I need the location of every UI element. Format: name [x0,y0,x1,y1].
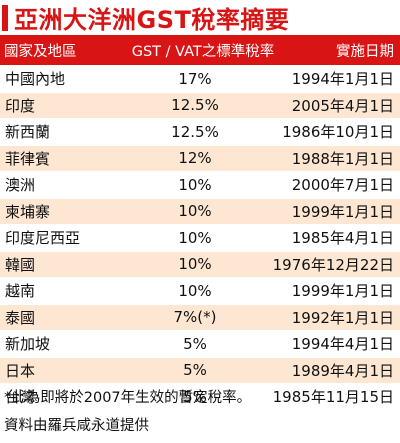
cell-region: 泰國 [5,308,36,327]
cell-rate: 17% [178,69,212,88]
table-row: 柬埔寨 10% 1999年1月1日 [0,198,400,225]
footnote: *此為即將於2007年生效的暫定稅率。 [4,390,252,406]
table-row: 越南 10% 1999年1月1日 [0,278,400,305]
cell-date: 1988年1月1日 [291,149,394,168]
table-row: 印度 12.5% 2005年4月1日 [0,92,400,119]
cell-date: 2000年7月1日 [291,176,394,195]
table-row: 日本 5% 1989年4月1日 [0,357,400,384]
page-title: 亞洲大洋洲GST稅率摘要 [14,6,290,34]
cell-date: 1986年10月1日 [282,123,394,142]
title-accent-bar [2,4,8,31]
cell-rate: 10% [178,202,212,221]
table-row: 韓國 10% 1976年12月22日 [0,251,400,278]
cell-region: 柬埔寨 [5,202,51,221]
tax-rate-table: 國家及地區 GST / VAT之標準稅率 實施日期 中國內地 17% 1994年1月… [0,35,400,411]
table-row: 菲律賓 12% 1988年1月1日 [0,145,400,172]
table-header-row: 國家及地區 GST / VAT之標準稅率 實施日期 [0,35,400,66]
table-row: 新西蘭 12.5% 1986年10月1日 [0,119,400,146]
table-row: 中國內地 17% 1994年1月1日 [0,66,400,93]
cell-region: 澳洲 [5,176,36,195]
cell-region: 菲律賓 [5,149,51,168]
cell-region: 新加坡 [5,335,51,354]
cell-date: 1989年4月1日 [291,361,394,380]
cell-region: 台灣 [5,388,36,407]
cell-region: 印度尼西亞 [5,229,81,248]
cell-rate: 12% [178,149,212,168]
cell-rate: 12.5% [171,96,219,115]
cell-rate: 5% [183,361,207,380]
cell-region: 越南 [5,282,36,301]
cell-date: 1994年1月1日 [291,70,394,89]
cell-date: 2005年4月1日 [291,96,394,115]
header-rate: GST / VAT之標準稅率 [131,43,275,60]
table-row: 澳洲 10% 2000年7月1日 [0,172,400,199]
cell-rate: 10% [178,255,212,274]
cell-date: 1999年1月1日 [291,202,394,221]
cell-rate: 7%(*) [173,308,217,327]
table-row: 泰國 7%(*) 1992年1月1日 [0,304,400,331]
cell-date: 1985年4月1日 [291,229,394,248]
cell-date: 1985年11月15日 [272,388,394,407]
title-bar: 亞洲大洋洲GST稅率摘要 [0,0,400,35]
table-row: 新加坡 5% 1994年4月1日 [0,331,400,358]
cell-date: 1999年1月1日 [291,282,394,301]
cell-rate: 5% [183,387,207,406]
cell-rate: 12.5% [171,122,219,141]
cell-region: 印度 [5,96,36,115]
header-date: 實施日期 [336,43,394,60]
cell-region: 韓國 [5,255,36,274]
cell-date: 1994年4月1日 [291,335,394,354]
cell-region: 中國內地 [5,70,66,89]
cell-date: 1992年1月1日 [291,308,394,327]
cell-date: 1976年12月22日 [272,255,394,274]
cell-region: 日本 [5,361,36,380]
cell-rate: 10% [178,175,212,194]
cell-region: 新西蘭 [5,123,51,142]
cell-rate: 10% [178,228,212,247]
cell-rate: 10% [178,281,212,300]
cell-rate: 5% [183,334,207,353]
table-row: 印度尼西亞 10% 1985年4月1日 [0,225,400,252]
source-credit: 資料由羅兵咸永道提供 [4,418,149,434]
table-body: 中國內地 17% 1994年1月1日印度 12.5% 2005年4月1日新西蘭 12.5%… [0,66,400,411]
header-region: 國家及地區 [4,43,77,60]
table-row: 台灣 5% 1985年11月15日 [0,384,400,411]
